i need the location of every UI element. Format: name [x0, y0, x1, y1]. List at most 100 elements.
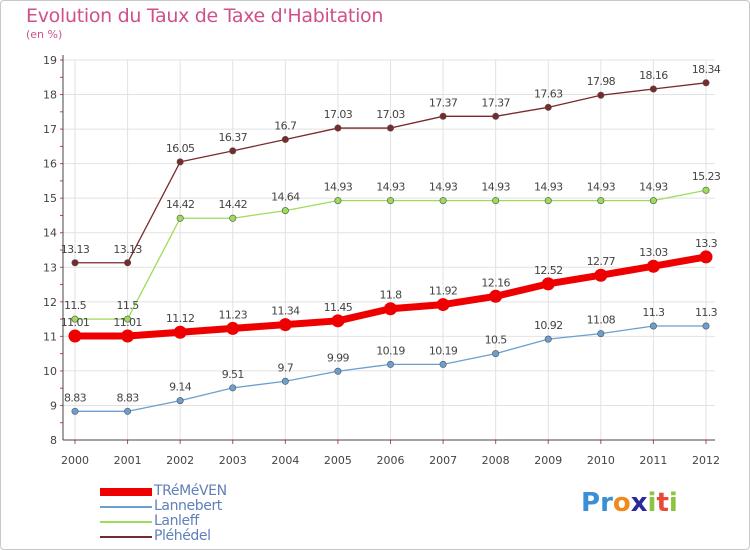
- legend-swatch-tremeven: [100, 488, 152, 496]
- data-label: 11.12: [166, 312, 195, 325]
- y-tick-label: 19: [43, 54, 57, 67]
- logo-letter: P: [581, 488, 601, 518]
- data-label: 17.63: [534, 87, 563, 100]
- data-point: [597, 91, 605, 99]
- logo-letter: t: [656, 488, 669, 518]
- data-label: 16.7: [274, 119, 297, 132]
- data-label: 11.23: [219, 308, 248, 321]
- data-label: 11.3: [642, 306, 665, 319]
- data-point: [121, 329, 135, 343]
- x-tick-label: 2000: [61, 454, 89, 467]
- x-tick-label: 2007: [429, 454, 457, 467]
- data-label: 10.92: [534, 319, 563, 332]
- data-point: [176, 397, 184, 405]
- y-tick-label: 18: [43, 89, 57, 102]
- x-tick-label: 2002: [166, 454, 194, 467]
- x-tick-label: 2010: [587, 454, 615, 467]
- data-point: [124, 407, 132, 415]
- data-point: [386, 124, 394, 132]
- data-point: [492, 112, 500, 120]
- data-label: 11.5: [117, 299, 140, 312]
- data-point: [281, 135, 289, 143]
- data-label: 12.16: [481, 276, 510, 289]
- data-label: 11.92: [429, 285, 458, 298]
- data-label: 14.64: [271, 191, 300, 204]
- y-tick-label: 16: [43, 158, 57, 171]
- legend-label-plehedel: Pléhédel: [154, 528, 211, 544]
- data-point: [176, 214, 184, 222]
- y-tick-label: 8: [50, 434, 57, 447]
- data-label: 16.37: [219, 131, 248, 144]
- data-label: 14.42: [219, 198, 248, 211]
- data-label: 17.37: [429, 96, 458, 109]
- data-point: [71, 259, 79, 267]
- data-label: 17.03: [376, 108, 405, 121]
- data-label: 11.34: [271, 305, 300, 318]
- data-label: 14.93: [534, 181, 563, 194]
- data-point: [124, 315, 132, 323]
- data-point: [649, 85, 657, 93]
- data-point: [281, 207, 289, 215]
- data-point: [702, 186, 710, 194]
- data-point: [597, 197, 605, 205]
- data-point: [384, 302, 397, 316]
- x-tick-label: 2008: [482, 454, 510, 467]
- data-label: 14.93: [639, 181, 668, 194]
- data-point: [702, 79, 710, 87]
- legend-label-tremeven: TRéMéVEN: [154, 483, 227, 499]
- data-point: [699, 250, 713, 264]
- data-point: [594, 268, 608, 282]
- data-point: [597, 330, 605, 338]
- data-point: [229, 214, 237, 222]
- y-tick-label: 15: [43, 192, 57, 205]
- data-label: 8.83: [64, 391, 87, 404]
- data-point: [334, 124, 342, 132]
- data-label: 10.19: [429, 344, 458, 357]
- data-label: 18.16: [639, 69, 668, 82]
- data-label: 14.93: [481, 181, 510, 194]
- x-tick-label: 2001: [114, 454, 142, 467]
- data-label: 13.13: [61, 243, 90, 256]
- legend: TRéMéVEN Lannebert Lanleff Pléhédel: [100, 484, 320, 544]
- logo-letter: r: [600, 488, 613, 518]
- data-label: 17.37: [481, 96, 510, 109]
- y-tick-label: 17: [43, 123, 57, 136]
- legend-item-lanleff: Lanleff: [100, 514, 320, 529]
- data-point: [278, 318, 292, 332]
- data-label: 11.01: [113, 316, 142, 329]
- data-label: 13.3: [695, 237, 718, 250]
- legend-label-lanleff: Lanleff: [154, 513, 199, 529]
- data-point: [229, 147, 237, 155]
- legend-swatch-lannebert: [100, 506, 152, 508]
- chart-title: Evolution du Taux de Taxe d'Habitation: [26, 5, 384, 27]
- data-label: 11.8: [379, 289, 402, 302]
- x-tick-label: 2003: [219, 454, 247, 467]
- data-label: 9.99: [327, 351, 350, 364]
- data-point: [492, 350, 500, 358]
- data-point: [541, 277, 555, 291]
- y-tick-label: 14: [43, 227, 57, 240]
- data-label: 14.42: [166, 198, 195, 211]
- chart-subtitle: (en %): [26, 28, 63, 41]
- x-tick-label: 2011: [639, 454, 667, 467]
- legend-item-tremeven: TRéMéVEN: [100, 484, 320, 499]
- data-label: 9.7: [277, 361, 293, 374]
- data-point: [281, 377, 289, 385]
- proxiti-logo: Proxiti: [581, 488, 678, 518]
- data-label: 11.5: [64, 299, 87, 312]
- logo-letter: o: [612, 488, 631, 518]
- data-point: [544, 335, 552, 343]
- data-label: 17.98: [587, 75, 616, 88]
- data-point: [176, 158, 184, 166]
- legend-label-lannebert: Lannebert: [154, 498, 222, 514]
- legend-swatch-lanleff: [100, 521, 152, 523]
- legend-swatch-plehedel: [100, 536, 152, 538]
- data-point: [649, 197, 657, 205]
- data-label: 14.93: [376, 181, 405, 194]
- data-point: [226, 321, 240, 335]
- data-label: 14.93: [429, 181, 458, 194]
- x-tick-label: 2009: [534, 454, 562, 467]
- data-point: [544, 103, 552, 111]
